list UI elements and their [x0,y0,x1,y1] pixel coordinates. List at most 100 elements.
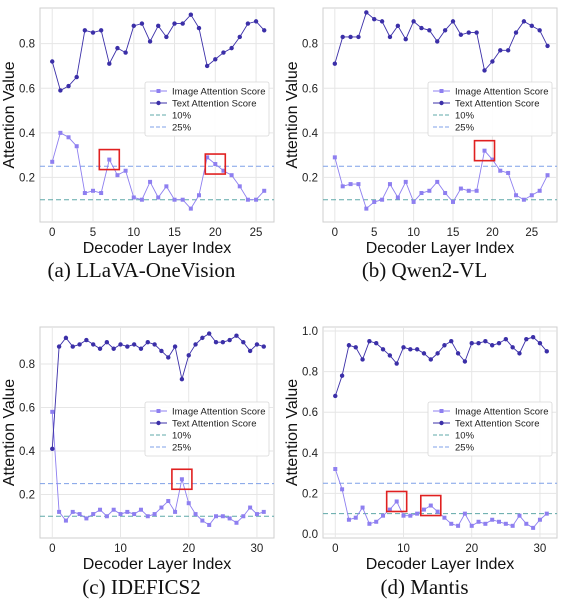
image-score-point [207,522,212,527]
text-score-point [58,88,63,93]
image-score-point [70,509,75,514]
image-score-point [497,519,502,524]
chart-panel-c: 0.2 0.4 0.6 0.8 0 10 20 30 Decoder Layer Index At… [0,305,283,609]
image-score-point [159,505,164,510]
x-tick-label: 25 [525,227,538,239]
image-score-point [221,168,226,173]
image-score-point [220,514,225,519]
y-tick-label: 0.4 [302,128,319,140]
image-score-point [234,520,239,525]
x-tick-label: 0 [49,227,55,239]
image-score-point [421,507,426,512]
y-tick-label: 0.8 [19,359,35,371]
image-score-point [419,191,424,196]
text-score-point [408,347,413,352]
text-score-point [414,347,420,352]
image-score-point [451,199,455,204]
text-score-point [403,37,408,42]
y-tick-label: 1.0 [302,326,318,338]
text-score-point [544,349,549,354]
image-score-point [205,155,210,160]
image-score-point [152,512,157,517]
image-score-point [374,519,379,524]
text-score-point [537,341,543,346]
image-score-point [82,191,87,196]
image-score-point [57,509,62,514]
legend-box [144,81,270,137]
image-score-point [367,521,372,526]
text-score-point [455,351,461,356]
text-score-point [332,61,338,66]
text-score-point [166,355,171,360]
image-score-point [531,525,536,530]
text-score-point [521,19,527,24]
legend-label: Text Attention Score [172,99,257,110]
image-score-point [482,148,487,153]
image-score-point [173,509,178,514]
image-score-point [229,173,234,178]
text-score-point [118,342,123,347]
image-score-point [77,512,82,517]
text-score-point [180,21,185,26]
image-score-point [356,182,361,187]
text-score-point [442,28,448,33]
image-score-point [90,188,95,193]
image-score-point [360,505,365,510]
image-score-point [411,199,416,204]
text-score-point [98,28,104,33]
image-score-point [50,409,55,414]
image-score-point [346,517,351,522]
image-score-point [214,514,219,519]
text-score-point [147,39,153,44]
text-score-point [131,23,136,29]
y-tick-label: 0.6 [302,83,318,95]
image-score-point [506,170,511,175]
text-score-point [364,10,369,15]
image-score-point [156,195,161,200]
x-tick-label: 30 [251,543,264,555]
image-score-point [503,521,508,526]
text-score-point [524,336,529,342]
text-score-point [186,353,191,358]
y-tick-label: 0.2 [302,172,318,184]
text-score-point [97,346,103,351]
image-score-line [334,149,548,210]
text-score-point [213,57,218,62]
text-score-point [70,344,75,349]
image-score-point [262,188,267,193]
text-score-point [360,357,365,362]
image-score-point [529,193,534,198]
y-axis-label: Attention Value [284,61,301,168]
image-score-point [387,507,392,512]
text-score-point [123,50,128,55]
text-score-point [466,30,471,35]
legend-label: 25% [172,443,192,454]
legend-label: Text Attention Score [455,419,540,430]
image-score-point [408,513,413,518]
chart-idefics2: 0.2 0.4 0.6 0.8 0 10 20 30 Decoder Layer Index At… [1,326,275,573]
text-score-point [90,30,96,35]
image-score-point [241,514,246,519]
text-score-point [196,25,202,31]
image-score-point [537,188,542,193]
text-score-point [387,353,393,358]
y-tick-label: 0.0 [302,529,318,541]
image-score-point [462,511,467,516]
image-score-point [115,173,120,178]
y-tick-label: 0.4 [19,446,36,458]
text-score-point [496,341,502,346]
text-score-point [356,34,361,40]
image-score-point [139,197,144,202]
text-score-point [220,340,226,345]
x-tick-label: 15 [447,227,460,239]
x-axis-label: Decoder Layer Index [366,240,515,257]
text-score-point [513,30,519,35]
image-score-point [510,523,515,528]
chart-caption: (c) IDEFICS2 [82,575,201,599]
text-score-point [254,342,260,347]
image-score-point [131,195,136,200]
legend-label: 25% [172,123,192,134]
text-score-point [469,341,474,346]
text-score-point [346,343,352,348]
